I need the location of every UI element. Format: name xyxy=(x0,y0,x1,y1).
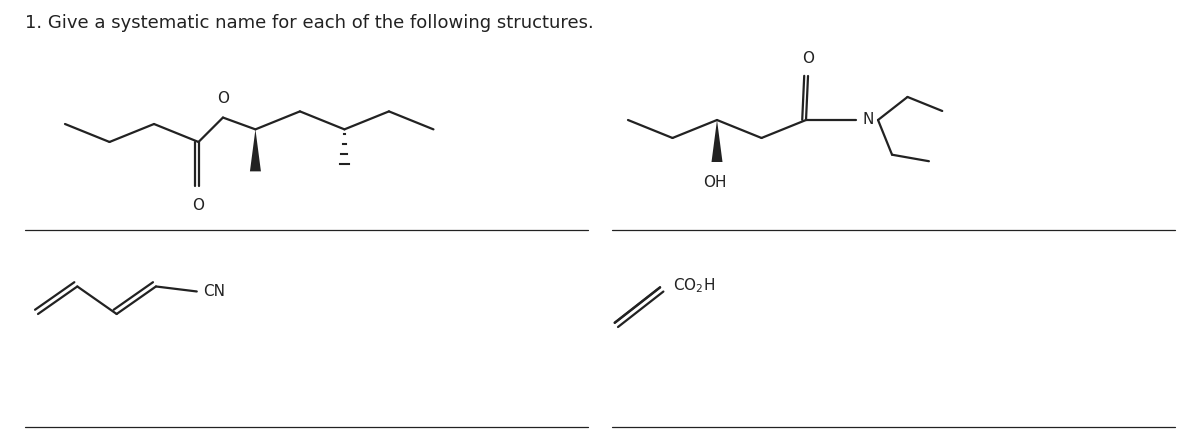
Text: O: O xyxy=(192,198,204,213)
Polygon shape xyxy=(250,130,260,171)
Text: O: O xyxy=(802,51,814,66)
Text: O: O xyxy=(217,91,229,106)
Text: CN: CN xyxy=(203,284,224,299)
Polygon shape xyxy=(712,120,722,162)
Text: OH: OH xyxy=(703,175,727,190)
Text: CO$_2$H: CO$_2$H xyxy=(673,276,715,295)
Text: N: N xyxy=(862,111,874,126)
Text: 1. Give a systematic name for each of the following structures.: 1. Give a systematic name for each of th… xyxy=(25,14,594,32)
